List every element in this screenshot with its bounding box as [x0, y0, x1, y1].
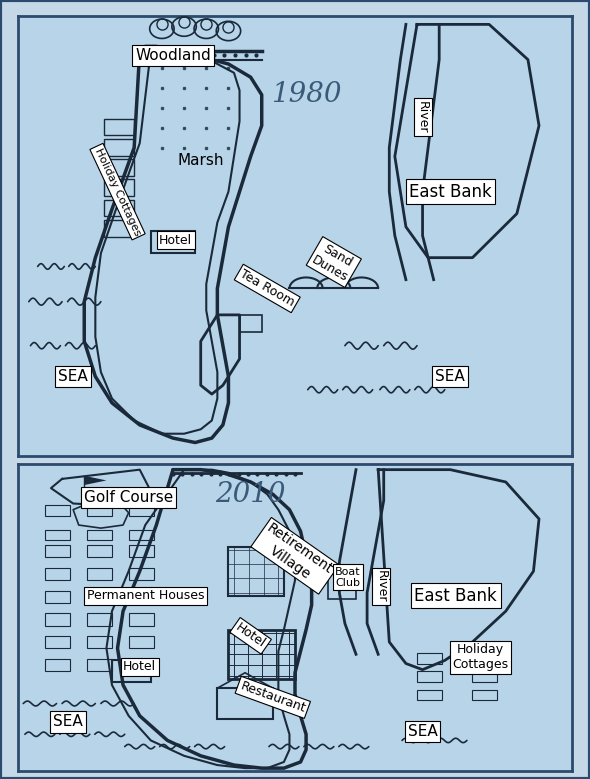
Text: SEA: SEA [435, 369, 465, 384]
Text: Holiday
Cottages: Holiday Cottages [453, 643, 509, 671]
Text: Marsh: Marsh [178, 153, 224, 168]
Text: Holiday Cottages: Holiday Cottages [93, 146, 142, 237]
Text: East Bank: East Bank [409, 182, 491, 201]
Text: East Bank: East Bank [414, 587, 497, 605]
Polygon shape [84, 476, 106, 485]
Text: Sand
Dunes: Sand Dunes [310, 240, 358, 284]
Text: Restaurant: Restaurant [238, 679, 307, 715]
Text: Hotel: Hotel [123, 660, 156, 673]
Text: River: River [416, 100, 429, 133]
Text: Tea Room: Tea Room [238, 268, 297, 309]
Text: Retirement
Village: Retirement Village [255, 521, 335, 590]
Text: 2010: 2010 [215, 481, 286, 508]
Text: Woodland: Woodland [135, 48, 211, 62]
Text: SEA: SEA [58, 369, 88, 384]
Text: Hotel: Hotel [159, 234, 192, 246]
Text: SEA: SEA [408, 724, 437, 738]
Text: SEA: SEA [53, 714, 83, 729]
Text: River: River [375, 570, 388, 603]
Text: Boat
Club: Boat Club [335, 566, 360, 588]
Text: Golf Course: Golf Course [84, 490, 173, 505]
Text: 1980: 1980 [271, 81, 342, 108]
Text: Permanent Houses: Permanent Houses [87, 590, 204, 602]
Text: Hotel: Hotel [233, 621, 268, 650]
